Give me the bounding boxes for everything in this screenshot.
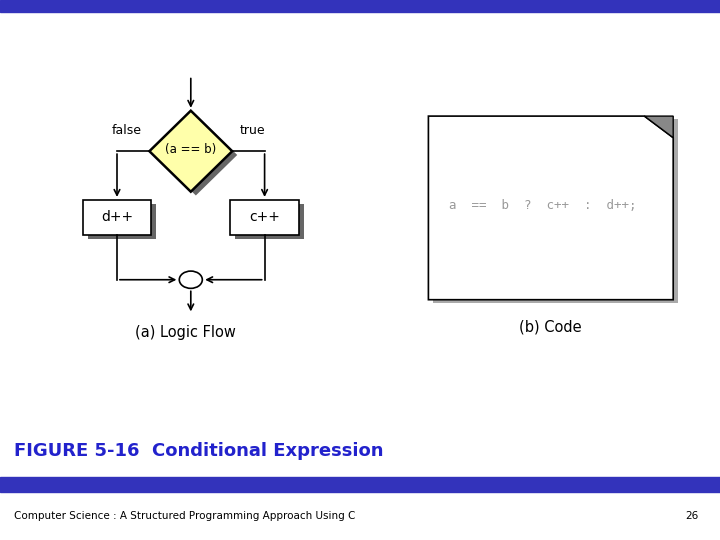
Polygon shape: [644, 116, 673, 138]
Polygon shape: [150, 111, 232, 192]
Bar: [230, 200, 299, 235]
Text: (a) Logic Flow: (a) Logic Flow: [135, 325, 236, 340]
Text: 26: 26: [685, 511, 698, 521]
Bar: [235, 204, 304, 239]
Bar: [433, 119, 678, 303]
Text: a  ==  b  ?  c++  :  d++;: a == b ? c++ : d++;: [449, 199, 636, 212]
Text: FIGURE 5-16  Conditional Expression: FIGURE 5-16 Conditional Expression: [14, 442, 384, 460]
Text: Computer Science : A Structured Programming Approach Using C: Computer Science : A Structured Programm…: [14, 511, 356, 521]
Text: (a == b): (a == b): [165, 143, 217, 156]
Bar: [0, 0, 720, 12]
Text: true: true: [239, 124, 265, 137]
Polygon shape: [155, 114, 238, 195]
Polygon shape: [428, 116, 673, 300]
Text: (b) Code: (b) Code: [520, 319, 582, 334]
Bar: [0, 477, 720, 492]
Circle shape: [179, 271, 202, 288]
Bar: [88, 204, 156, 239]
Text: d++: d++: [101, 211, 133, 224]
Text: c++: c++: [249, 211, 280, 224]
Text: false: false: [112, 124, 143, 137]
Bar: [83, 200, 151, 235]
